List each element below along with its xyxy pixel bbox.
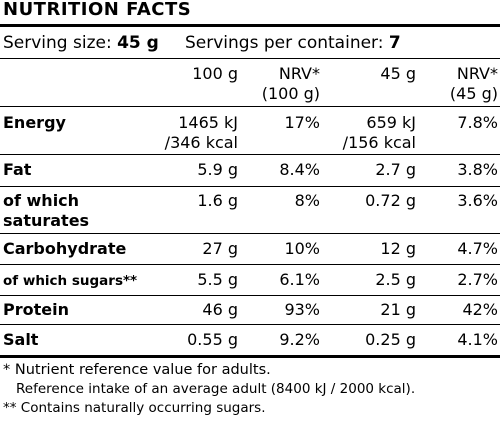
row-label-protein: Protein <box>3 300 69 319</box>
row-label-energy: Energy <box>3 113 66 132</box>
divider-row <box>0 186 500 187</box>
salt-per-45g: 0.25 g <box>365 330 416 349</box>
row-label-saturates: of which saturates <box>3 191 90 230</box>
table-row: Protein 46 g 93% 21 g 42% <box>0 296 500 324</box>
table-row: of which sugars** 5.5 g 6.1% 2.5 g 2.7% <box>0 265 500 295</box>
fat-nrv-45g: 3.8% <box>457 160 498 179</box>
sugars-nrv-45g: 2.7% <box>457 270 498 289</box>
protein-per-100g: 46 g <box>202 300 238 319</box>
fat-nrv-100g: 8.4% <box>279 160 320 179</box>
carbohydrate-per-100g: 27 g <box>202 239 238 258</box>
servings-label: Servings per container: <box>185 33 389 53</box>
energy-nrv-100g: 17% <box>284 113 320 132</box>
table-row: Energy 1465 kJ /346 kcal 17% 659 kJ /156… <box>0 108 500 154</box>
row-label-salt: Salt <box>3 330 39 349</box>
divider-row <box>0 264 500 265</box>
energy-per-100g: 1465 kJ /346 kcal <box>164 113 238 152</box>
saturates-per-45g: 0.72 g <box>365 191 416 210</box>
protein-per-45g: 21 g <box>380 300 416 319</box>
carbohydrate-nrv-45g: 4.7% <box>457 239 498 258</box>
serving-size-label: Serving size: <box>3 33 118 53</box>
carbohydrate-per-45g: 12 g <box>380 239 416 258</box>
serving-size: Serving size: 45 g <box>3 32 159 54</box>
fat-per-100g: 5.9 g <box>197 160 238 179</box>
servings-value: 7 <box>388 33 401 53</box>
divider-bottom <box>0 355 500 358</box>
footnote-nrv: * Nutrient reference value for adults. <box>3 362 271 378</box>
divider-row <box>0 295 500 296</box>
serving-size-value: 45 g <box>117 33 159 53</box>
panel-title: NUTRITION FACTS <box>3 0 192 20</box>
column-header-nrv-100g: NRV* (100 g) <box>261 64 320 103</box>
energy-nrv-45g: 7.8% <box>457 113 498 132</box>
footnote-reference-intake: Reference intake of an average adult (84… <box>16 381 416 397</box>
divider-row <box>0 324 500 325</box>
sugars-per-100g: 5.5 g <box>197 270 238 289</box>
carbohydrate-nrv-100g: 10% <box>284 239 320 258</box>
protein-nrv-100g: 93% <box>284 300 320 319</box>
table-row: of which saturates 1.6 g 8% 0.72 g 3.6% <box>0 187 500 233</box>
column-header-row: 100 g NRV* (100 g) 45 g NRV* (45 g) <box>0 62 500 106</box>
servings-per-container: Servings per container: 7 <box>185 32 401 54</box>
salt-nrv-100g: 9.2% <box>279 330 320 349</box>
footnote-sugars: ** Contains naturally occurring sugars. <box>3 400 266 416</box>
energy-per-45g: 659 kJ /156 kcal <box>342 113 416 152</box>
sugars-per-45g: 2.5 g <box>375 270 416 289</box>
salt-nrv-45g: 4.1% <box>457 330 498 349</box>
divider-serving <box>0 58 500 59</box>
protein-nrv-45g: 42% <box>462 300 498 319</box>
divider-header <box>0 106 500 107</box>
table-row: Carbohydrate 27 g 10% 12 g 4.7% <box>0 234 500 264</box>
divider-row <box>0 154 500 155</box>
row-label-carbohydrate: Carbohydrate <box>3 239 127 258</box>
table-row: Fat 5.9 g 8.4% 2.7 g 3.8% <box>0 155 500 186</box>
row-label-sugars: of which sugars** <box>3 273 138 289</box>
column-header-nrv-45g: NRV* (45 g) <box>449 64 498 103</box>
column-header-45g: 45 g <box>380 64 416 83</box>
row-label-fat: Fat <box>3 160 32 179</box>
fat-per-45g: 2.7 g <box>375 160 416 179</box>
saturates-nrv-100g: 8% <box>294 191 320 210</box>
table-row: Salt 0.55 g 9.2% 0.25 g 4.1% <box>0 325 500 355</box>
divider-top <box>0 24 500 27</box>
salt-per-100g: 0.55 g <box>187 330 238 349</box>
saturates-per-100g: 1.6 g <box>197 191 238 210</box>
saturates-nrv-45g: 3.6% <box>457 191 498 210</box>
column-header-100g: 100 g <box>192 64 238 83</box>
divider-row <box>0 233 500 234</box>
sugars-nrv-100g: 6.1% <box>279 270 320 289</box>
